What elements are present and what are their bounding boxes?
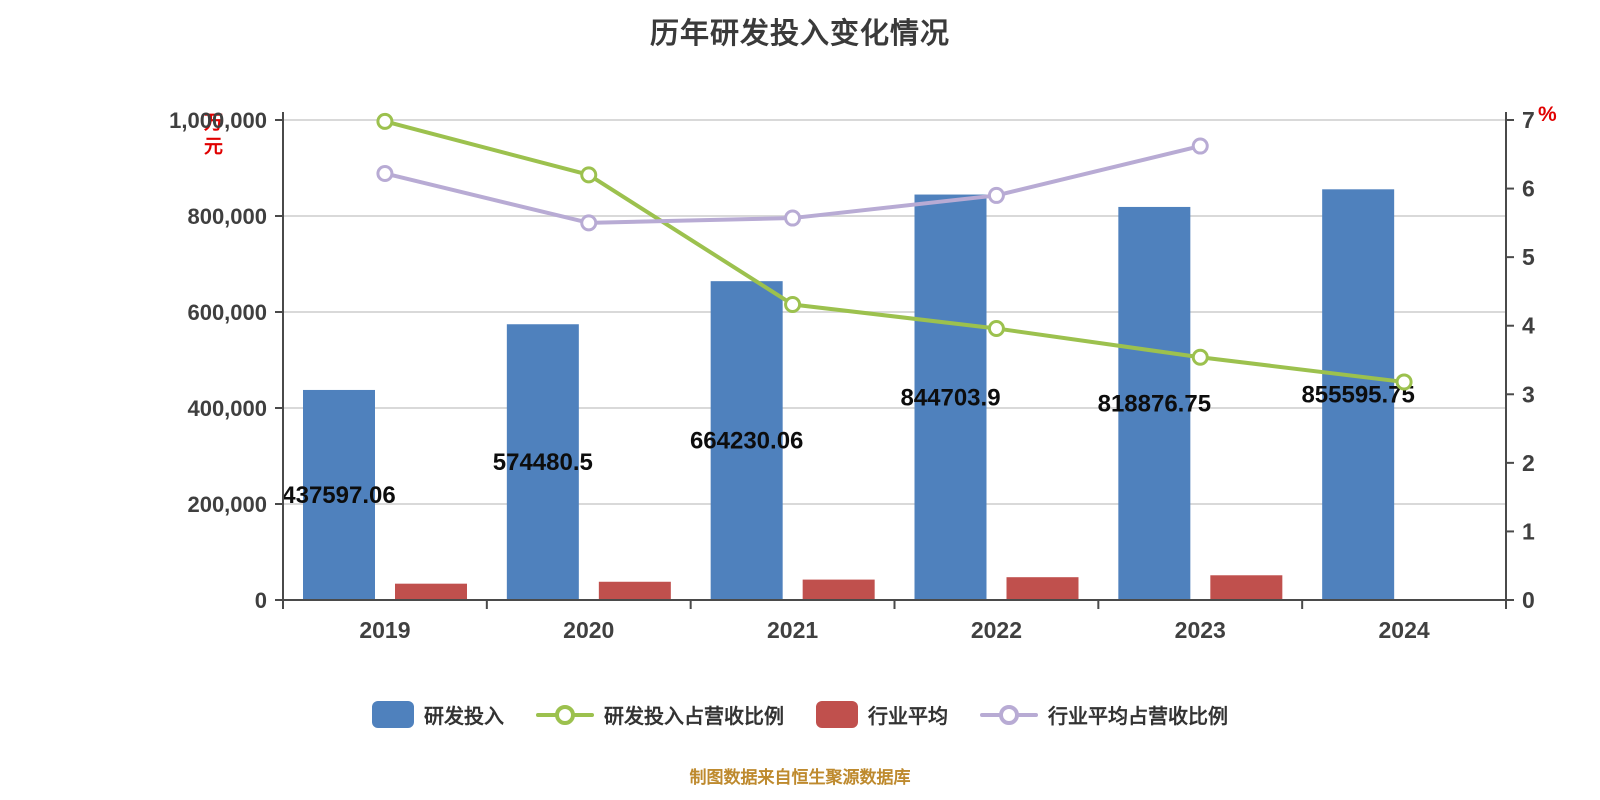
bar-value-label: 818876.75 bbox=[1098, 390, 1211, 417]
legend-label: 行业平均 bbox=[868, 706, 948, 728]
line-series bbox=[382, 119, 1407, 384]
line-marker-icon bbox=[980, 704, 1038, 725]
x-axis-tick-label: 2023 bbox=[1175, 617, 1226, 643]
bar-2019 bbox=[395, 583, 467, 600]
x-axis-tick-label: 2024 bbox=[1378, 617, 1429, 643]
line-marker bbox=[1191, 348, 1209, 366]
bar-2020 bbox=[506, 324, 579, 600]
line-marker bbox=[580, 166, 598, 184]
right-axis-unit-label: % bbox=[1538, 103, 1557, 126]
bar-2022 bbox=[914, 194, 987, 601]
circle-marker-icon bbox=[555, 704, 575, 725]
left-axis-tick-label: 800,000 bbox=[187, 204, 267, 229]
left-axis-tick-label: 0 bbox=[255, 588, 267, 613]
line-marker bbox=[784, 209, 802, 227]
bar-value-label: 844703.9 bbox=[900, 384, 1000, 411]
legend-label: 行业平均占营收比例 bbox=[1048, 706, 1228, 728]
legend-item-rnd-investment: 研发投入 bbox=[372, 700, 504, 729]
bar-value-label: 855595.75 bbox=[1301, 382, 1414, 409]
bar-2023 bbox=[1118, 206, 1191, 601]
right-axis-tick-label: 4 bbox=[1522, 313, 1535, 339]
data-source-note: 制图数据来自恒生聚源数据库 bbox=[689, 768, 911, 787]
bar-2021 bbox=[802, 579, 875, 600]
bar-value-label: 664230.06 bbox=[690, 428, 803, 455]
right-axis-tick-label: 6 bbox=[1522, 176, 1535, 202]
right-axis-tick-label: 7 bbox=[1522, 107, 1535, 133]
bar-value-label: 574480.5 bbox=[493, 449, 593, 476]
legend-label: 研发投入 bbox=[424, 706, 504, 728]
bar-2022 bbox=[1006, 577, 1079, 600]
bar-swatch-icon bbox=[372, 701, 414, 728]
legend-item-industry-revenue-ratio: 行业平均占营收比例 bbox=[980, 700, 1228, 729]
chart-title: 历年研发投入变化情况 bbox=[649, 18, 950, 50]
left-axis-tick-label: 600,000 bbox=[187, 300, 267, 325]
right-axis-tick-label: 5 bbox=[1522, 244, 1535, 270]
chart-legend: 研发投入 研发投入占营收比例 行业平均 行业平均占营收比例 bbox=[0, 700, 1600, 729]
line-marker bbox=[1395, 373, 1413, 391]
circle-marker-icon bbox=[999, 704, 1019, 725]
right-axis-tick-label: 2 bbox=[1522, 450, 1535, 476]
bar-2023 bbox=[1210, 575, 1283, 600]
bar-swatch-icon bbox=[816, 701, 858, 728]
line-marker bbox=[987, 186, 1005, 204]
line-marker bbox=[784, 295, 802, 313]
bar-2019 bbox=[303, 389, 375, 600]
legend-label: 研发投入占营收比例 bbox=[604, 706, 784, 728]
legend-item-rnd-revenue-ratio: 研发投入占营收比例 bbox=[536, 700, 784, 729]
left-axis-tick-label: 200,000 bbox=[187, 492, 267, 517]
bar-2024 bbox=[1322, 189, 1395, 601]
bar-2021 bbox=[710, 281, 783, 600]
right-axis-tick-label: 0 bbox=[1522, 587, 1535, 613]
right-axis-tick-label: 1 bbox=[1522, 518, 1535, 544]
bar-value-label: 437597.06 bbox=[282, 482, 395, 509]
right-axis-tick-label: 3 bbox=[1522, 381, 1535, 407]
x-axis-tick-label: 2022 bbox=[971, 617, 1022, 643]
line-marker bbox=[580, 214, 598, 232]
line-marker bbox=[376, 164, 394, 182]
bar-2020 bbox=[598, 581, 671, 600]
line-marker bbox=[987, 319, 1005, 337]
legend-item-industry-average: 行业平均 bbox=[816, 700, 948, 729]
line-marker bbox=[1191, 137, 1209, 155]
x-axis-tick-label: 2021 bbox=[767, 617, 818, 643]
line-marker-icon bbox=[536, 704, 594, 725]
line-marker bbox=[376, 112, 394, 130]
left-axis-tick-label: 1,000,000 bbox=[169, 108, 267, 133]
left-axis-unit-label: 万元 bbox=[201, 112, 222, 160]
x-axis-tick-label: 2020 bbox=[563, 617, 614, 643]
x-axis-tick-label: 2019 bbox=[359, 617, 410, 643]
left-axis-tick-label: 400,000 bbox=[187, 396, 267, 421]
